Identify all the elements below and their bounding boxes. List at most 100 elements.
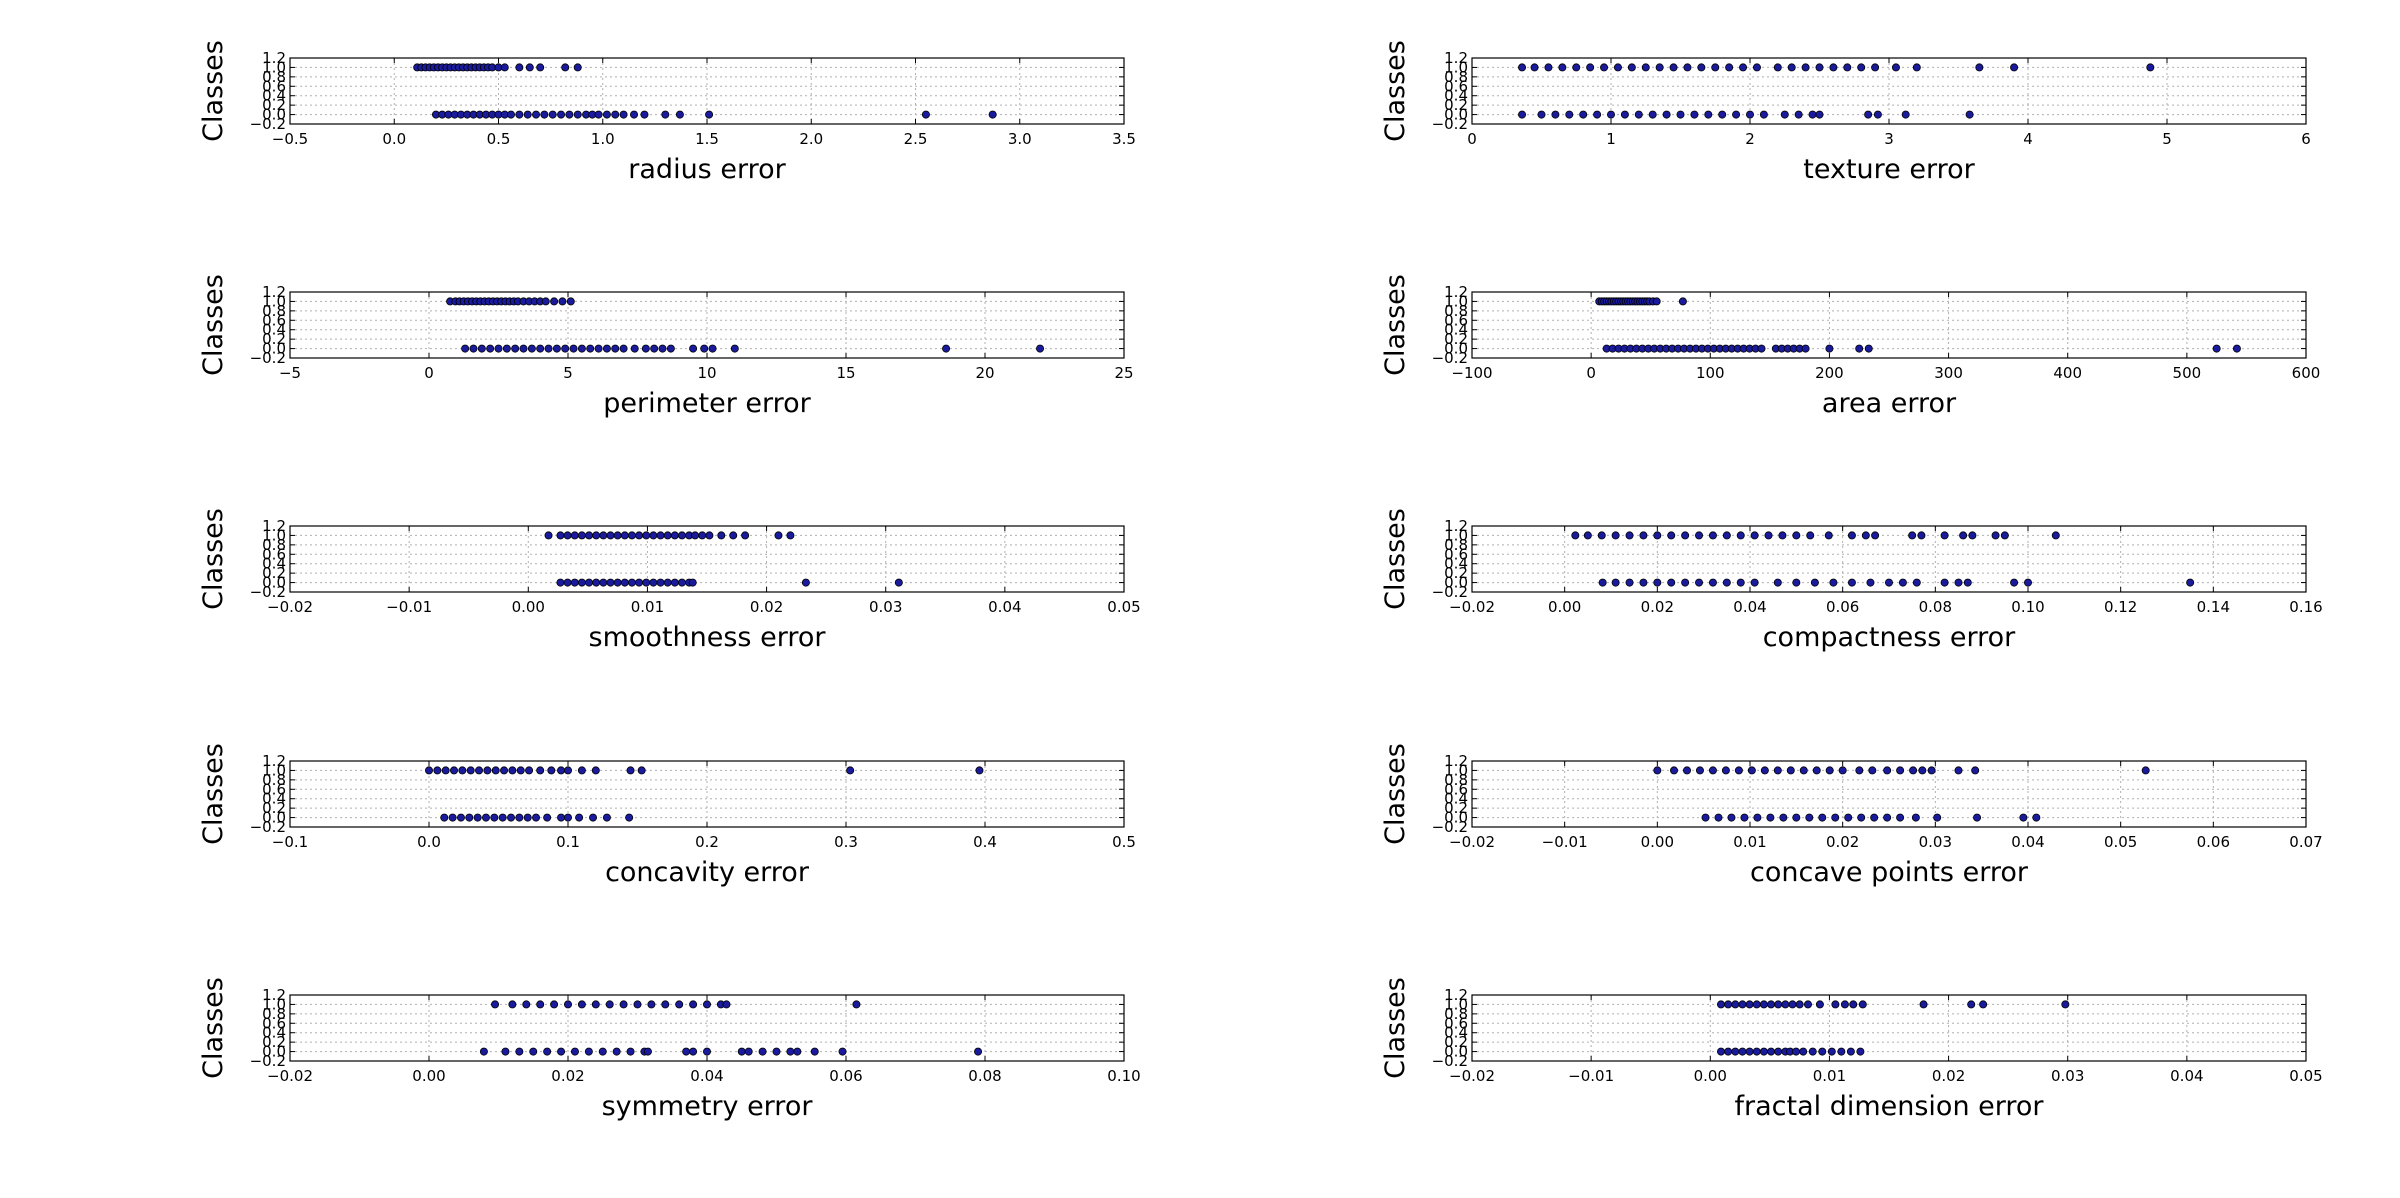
subplot: −0.02 −0.01 0.00 0.01 0.02 0.03 0.04 0.05 0.06 0.… bbox=[1380, 743, 2323, 888]
y-tick-label: 0.2 bbox=[262, 1033, 286, 1051]
scatter-point bbox=[1837, 1047, 1846, 1056]
scatter-point bbox=[525, 766, 534, 775]
scatter-point bbox=[1829, 63, 1838, 72]
scatter-point bbox=[774, 531, 783, 540]
scatter-point bbox=[975, 766, 984, 775]
scatter-point bbox=[1625, 531, 1634, 540]
scatter-point bbox=[649, 578, 658, 587]
scatter-point bbox=[1641, 63, 1650, 72]
x-axis-label: concave points error bbox=[1750, 857, 2029, 888]
x-tick-label: 600 bbox=[2292, 364, 2321, 382]
x-tick-label: 0.10 bbox=[2011, 598, 2044, 616]
scatter-point bbox=[1838, 766, 1847, 775]
y-tick-label: 0.8 bbox=[1444, 771, 1468, 789]
scatter-point bbox=[557, 813, 566, 822]
scatter-point bbox=[540, 110, 549, 119]
y-tick-label: 0.4 bbox=[262, 790, 286, 808]
scatter-point bbox=[1847, 578, 1856, 587]
scatter-point bbox=[564, 766, 573, 775]
scatter-point bbox=[1695, 766, 1704, 775]
scatter-point bbox=[536, 63, 545, 72]
scatter-point bbox=[1530, 63, 1539, 72]
scatter-point bbox=[1724, 1000, 1733, 1009]
x-tick-label: −0.02 bbox=[267, 1067, 313, 1085]
x-tick-label: 2 bbox=[1745, 130, 1755, 148]
scatter-point bbox=[516, 766, 525, 775]
scatter-point bbox=[1697, 63, 1706, 72]
scatter-point bbox=[515, 110, 524, 119]
subplot: −0.5 0.0 0.5 1.0 1.5 2.0 2.5 3.0 3.5−0.20.00.20.… bbox=[198, 40, 1136, 185]
scatter-point bbox=[475, 766, 484, 775]
x-tick-label: 25 bbox=[1114, 364, 1133, 382]
scatter-point bbox=[1871, 63, 1880, 72]
scatter-point bbox=[1721, 766, 1730, 775]
y-tick-label: 0.0 bbox=[1444, 809, 1468, 827]
scatter-point bbox=[1918, 766, 1927, 775]
x-tick-label: 0.3 bbox=[834, 833, 858, 851]
scatter-point bbox=[1799, 766, 1808, 775]
x-tick-label: 0.0 bbox=[417, 833, 441, 851]
axes-frame bbox=[289, 760, 1125, 828]
scatter-point bbox=[1883, 766, 1892, 775]
scatter-point bbox=[1579, 110, 1588, 119]
scatter-point bbox=[557, 110, 566, 119]
scatter-point bbox=[1885, 578, 1894, 587]
scatter-point bbox=[1847, 531, 1856, 540]
x-tick-label: −0.1 bbox=[272, 833, 308, 851]
scatter-point bbox=[490, 813, 499, 822]
x-tick-label: 1.0 bbox=[591, 130, 615, 148]
axes-frame bbox=[289, 291, 1125, 359]
y-tick-label: 0.4 bbox=[1444, 790, 1468, 808]
axes-frame bbox=[1471, 994, 2307, 1062]
scatter-point bbox=[698, 531, 707, 540]
scatter-point bbox=[689, 1000, 698, 1009]
scatter-point bbox=[500, 766, 509, 775]
x-tick-label: −5 bbox=[279, 364, 301, 382]
scatter-point bbox=[1795, 1000, 1804, 1009]
y-tick-label: −0.2 bbox=[1432, 818, 1468, 836]
scatter-point bbox=[627, 531, 636, 540]
scatter-point bbox=[1940, 578, 1949, 587]
scatter-point bbox=[564, 1000, 573, 1009]
axes-frame bbox=[289, 57, 1125, 125]
scatter-point bbox=[1652, 297, 1661, 306]
scatter-point bbox=[1708, 531, 1717, 540]
y-tick-label: 0.4 bbox=[1444, 1024, 1468, 1042]
scatter-point bbox=[1727, 813, 1736, 822]
scatter-point bbox=[536, 1000, 545, 1009]
scatter-point bbox=[1518, 63, 1527, 72]
scatter-point bbox=[1864, 344, 1873, 353]
scatter-point bbox=[1648, 110, 1657, 119]
scatter-point bbox=[613, 578, 622, 587]
y-tick-label: 0.6 bbox=[262, 1014, 286, 1032]
y-tick-label: 0.8 bbox=[262, 536, 286, 554]
x-tick-label: 0.0 bbox=[382, 130, 406, 148]
subplot: −0.02 −0.01 0.00 0.01 0.02 0.03 0.04 0.05−0.20.… bbox=[198, 508, 1141, 653]
scatter-point bbox=[613, 531, 622, 540]
scatter-point bbox=[433, 766, 442, 775]
scatter-point bbox=[1586, 63, 1595, 72]
scatter-point bbox=[675, 110, 684, 119]
scatter-point bbox=[1959, 531, 1968, 540]
scatter-point bbox=[700, 344, 709, 353]
scatter-point bbox=[491, 1000, 500, 1009]
scatter-point bbox=[1773, 63, 1782, 72]
scatter-point bbox=[1593, 110, 1602, 119]
x-tick-label: −0.02 bbox=[1449, 833, 1495, 851]
x-tick-label: 0.01 bbox=[631, 598, 664, 616]
scatter-point bbox=[440, 813, 449, 822]
x-tick-label: 0.04 bbox=[1733, 598, 1766, 616]
scatter-point bbox=[619, 1000, 628, 1009]
y-axis-label: Classes bbox=[1380, 508, 1411, 610]
scatter-point bbox=[1967, 1000, 1976, 1009]
scatter-point bbox=[1678, 297, 1687, 306]
y-axis-label: Classes bbox=[1380, 40, 1411, 142]
x-tick-label: 0.04 bbox=[690, 1067, 723, 1085]
scatter-point bbox=[547, 766, 556, 775]
x-tick-label: −0.01 bbox=[386, 598, 432, 616]
y-tick-label: 1.0 bbox=[262, 995, 286, 1013]
y-tick-label: 1.0 bbox=[262, 58, 286, 76]
scatter-point bbox=[602, 110, 611, 119]
x-axis-label: compactness error bbox=[1763, 622, 2016, 653]
scatter-point bbox=[577, 578, 586, 587]
